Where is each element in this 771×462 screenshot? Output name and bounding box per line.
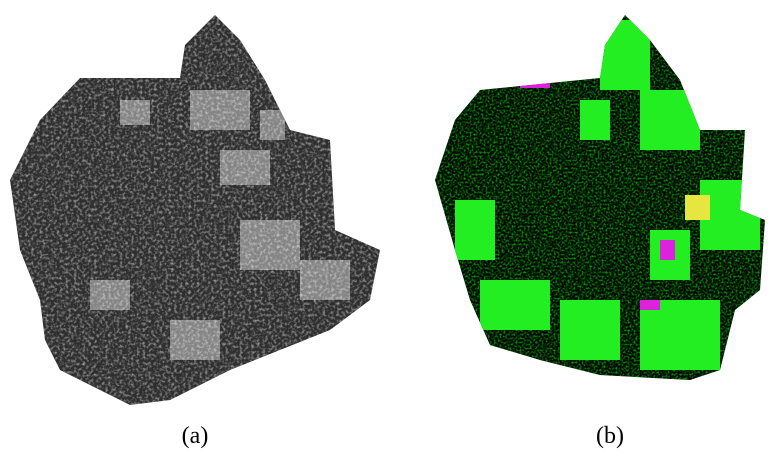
figure: (a) (b) xyxy=(0,0,771,457)
map-a xyxy=(0,0,390,420)
caption-a: (a) xyxy=(182,423,209,449)
caption-b: (b) xyxy=(596,423,624,449)
map-b xyxy=(420,0,771,420)
page: (a) (b) (() => { const data = JSON.parse… xyxy=(0,0,771,457)
